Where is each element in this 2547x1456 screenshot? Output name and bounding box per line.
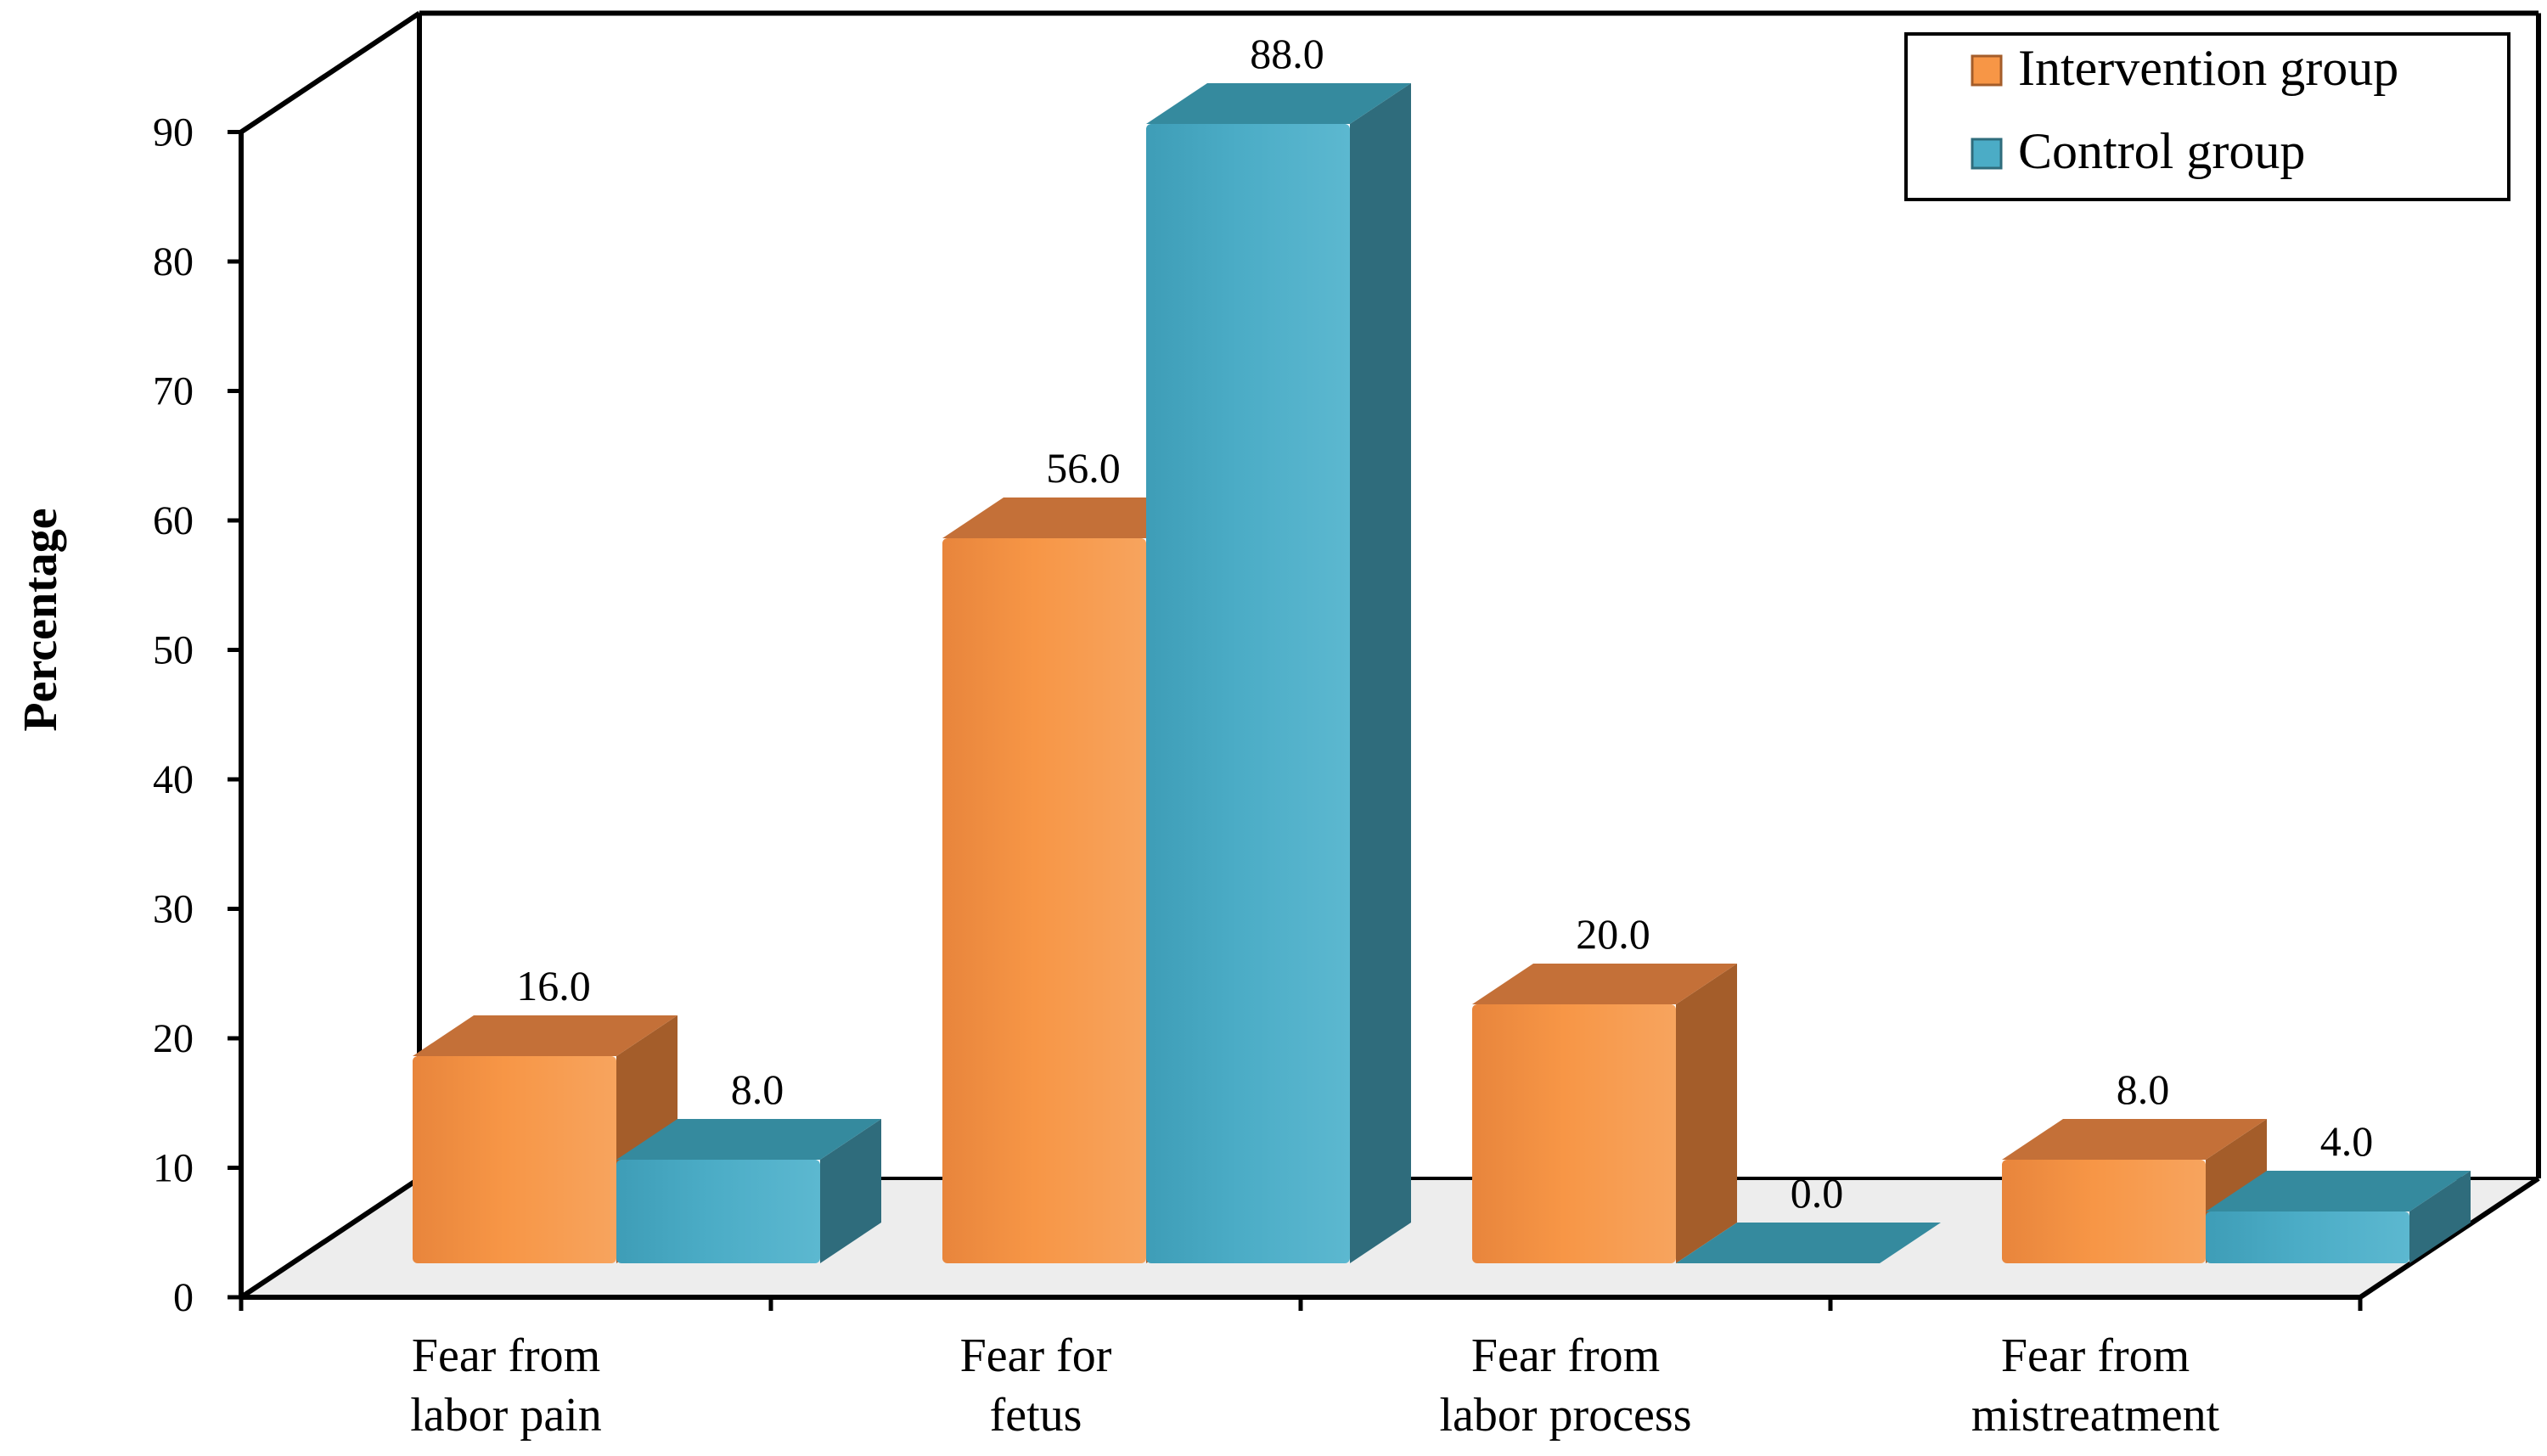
- category-label: Fear from: [412, 1330, 600, 1382]
- bar-top: [1146, 83, 1411, 124]
- bar-side: [1350, 83, 1411, 1263]
- bar-top: [2002, 1119, 2267, 1160]
- data-label: 56.0: [1046, 444, 1121, 492]
- floor-right-edge: [2359, 1176, 2540, 1300]
- bar-side: [820, 1119, 881, 1263]
- bar-control-group: [1676, 1223, 1941, 1263]
- bar-top: [2206, 1171, 2471, 1211]
- category-label: Fear for: [960, 1330, 1112, 1382]
- y-tick-label: 0: [173, 1275, 194, 1320]
- y-tick-label: 80: [153, 239, 194, 284]
- y-axis-label: Percentage: [14, 508, 67, 731]
- bar-side: [1676, 964, 1737, 1263]
- y-tick-label: 70: [153, 369, 194, 414]
- category-label: fetus: [990, 1389, 1082, 1442]
- legend-entry: Control group: [2018, 123, 2305, 179]
- y-tick-label: 10: [153, 1146, 194, 1191]
- data-label: 20.0: [1576, 910, 1650, 958]
- y-tick-label: 30: [153, 887, 194, 932]
- bar-top: [1472, 964, 1737, 1004]
- data-label: 4.0: [2320, 1117, 2374, 1165]
- y-tick-label: 50: [153, 628, 194, 673]
- bar-top: [413, 1015, 678, 1056]
- side-wall-bottom-edge: [239, 1176, 421, 1300]
- bar-top: [942, 498, 1207, 538]
- legend-box: [1904, 32, 2510, 201]
- side-wall-top-edge: [239, 11, 421, 134]
- bar-top: [616, 1119, 881, 1160]
- category-label: mistreatment: [1971, 1389, 2220, 1442]
- category-label: Fear from: [2001, 1330, 2190, 1382]
- bar-control-group: [1146, 83, 1411, 1263]
- bar-front: [1472, 1004, 1676, 1263]
- y-tick-label: 40: [153, 757, 194, 802]
- data-label: 8.0: [731, 1065, 784, 1113]
- bar-front: [2206, 1211, 2409, 1263]
- bar-front: [1146, 124, 1350, 1263]
- category-label: labor process: [1439, 1389, 1691, 1442]
- category-label: Fear from: [1471, 1330, 1660, 1382]
- bar-front: [413, 1056, 616, 1263]
- legend-swatch: [1971, 138, 2003, 170]
- legend-entry: Intervention group: [2018, 40, 2398, 96]
- category-label: labor pain: [410, 1389, 601, 1442]
- y-tick-label: 60: [153, 498, 194, 543]
- bar-control-group: [2206, 1171, 2471, 1263]
- data-label: 88.0: [1250, 30, 1324, 77]
- bar-control-group: [616, 1119, 881, 1263]
- bar-intervention-group: [1472, 964, 1737, 1263]
- y-tick-label: 20: [153, 1016, 194, 1061]
- data-label: 0.0: [1791, 1169, 1844, 1217]
- bar-side: [2409, 1171, 2471, 1263]
- data-label: 8.0: [2117, 1065, 2170, 1113]
- data-label: 16.0: [516, 962, 591, 1009]
- bar-front: [942, 538, 1146, 1263]
- bar-front: [616, 1160, 820, 1263]
- legend-swatch: [1971, 54, 2003, 87]
- y-tick-label: 90: [153, 110, 194, 155]
- bar-top: [1676, 1223, 1941, 1263]
- bar-front: [2002, 1160, 2206, 1263]
